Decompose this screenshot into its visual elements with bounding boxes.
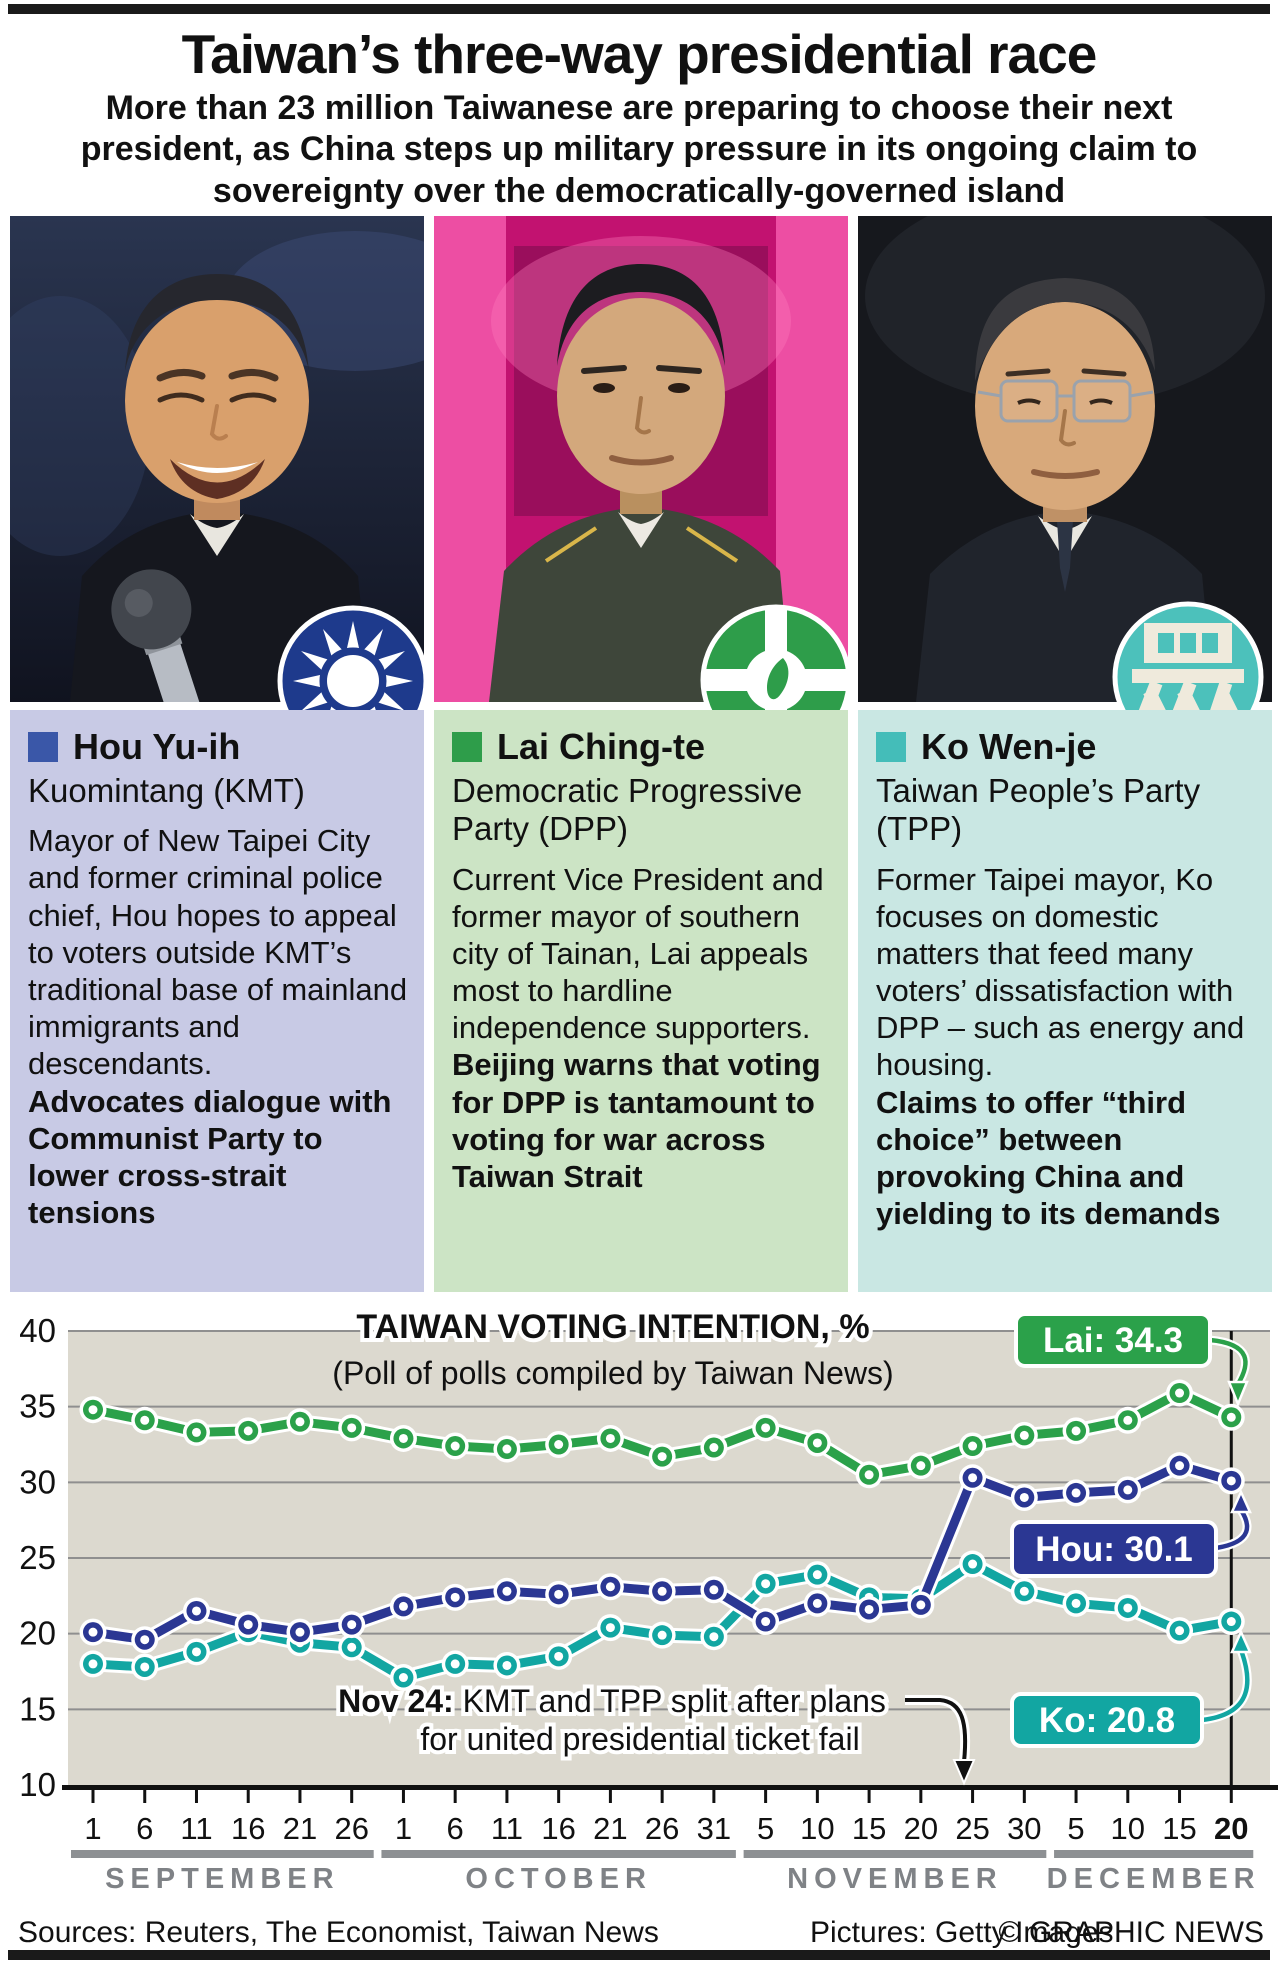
candidate-photo-lai [434, 216, 848, 702]
svg-text:Hou: 30.1: Hou: 30.1 [1035, 1530, 1193, 1569]
y-axis-label: 35 [19, 1388, 56, 1425]
svg-text:Lai: 34.3: Lai: 34.3 [1043, 1321, 1183, 1360]
sources-credit: Sources: Reuters, The Economist, Taiwan … [18, 1916, 659, 1949]
bottom-rule-bar [8, 1950, 1270, 1960]
month-bar [71, 1850, 374, 1858]
x-tick-label: 10 [800, 1811, 834, 1846]
party-color-swatch-dpp [452, 732, 482, 762]
series-label-lai [1014, 1312, 1250, 1408]
candidate-photo-hou [10, 216, 424, 702]
x-tick-label: 10 [1111, 1811, 1145, 1846]
y-axis-label: 30 [19, 1463, 56, 1500]
x-tick-label: 15 [852, 1811, 886, 1846]
y-axis-label: 25 [19, 1539, 56, 1576]
candidate-name: Ko Wen-je [921, 726, 1097, 767]
x-tick-label: 21 [283, 1811, 317, 1846]
x-tick-label: 6 [447, 1811, 464, 1846]
y-axis-label: 20 [19, 1615, 56, 1652]
x-tick-label: 11 [491, 1811, 523, 1846]
candidate-emphasis: Claims to offer “third choice” between p… [876, 1084, 1221, 1232]
candidate-description: Current Vice President and former mayor … [452, 861, 824, 1046]
x-tick-label: 20 [1214, 1811, 1248, 1846]
series-label-hou [1010, 1488, 1252, 1578]
x-tick-label: 26 [645, 1811, 679, 1846]
candidate-emphasis: Advocates dialogue with Communist Party … [28, 1083, 392, 1231]
annotation-arrow [905, 1698, 968, 1763]
x-tick-label: 21 [593, 1811, 627, 1846]
x-tick-label: 25 [955, 1811, 989, 1846]
candidate-panel-lai: Lai Ching-te Democratic Progressive Part… [434, 710, 848, 1292]
x-tick-label: 5 [1067, 1811, 1084, 1846]
x-tick-label: 16 [231, 1811, 265, 1846]
hou-portrait-art [10, 216, 424, 702]
x-tick-label: 31 [697, 1811, 731, 1846]
candidate-party: Taiwan People’s Party (TPP) [876, 772, 1201, 848]
svg-text:Ko: 20.8: Ko: 20.8 [1039, 1701, 1175, 1740]
x-tick-label: 11 [180, 1811, 212, 1846]
microphone-icon [111, 569, 205, 702]
page-subtitle: More than 23 million Taiwanese are prepa… [80, 89, 1198, 210]
page-title: Taiwan’s three-way presidential race [181, 23, 1098, 85]
candidate-description: Former Taipei mayor, Ko focuses on domes… [876, 861, 1245, 1083]
x-tick-label: 30 [1007, 1811, 1041, 1846]
y-axis-label: 10 [19, 1766, 56, 1803]
series-lai [79, 1379, 1245, 1489]
month-label: SEPTEMBER [105, 1863, 339, 1895]
chart-title: TAIWAN VOTING INTENTION, % [356, 1308, 869, 1346]
y-axis-label: 15 [19, 1690, 56, 1727]
annotation-line2: for united presidential ticket fail [420, 1721, 859, 1757]
graphic-news-credit: © GRAPHIC NEWS [998, 1916, 1264, 1949]
x-tick-label: 15 [1162, 1811, 1196, 1846]
month-bar [743, 1850, 1047, 1858]
candidate-name: Hou Yu-ih [73, 726, 241, 767]
pictures-credit: Pictures: Getty Images [810, 1916, 1114, 1949]
series-label-ko [1010, 1628, 1252, 1748]
party-color-swatch-tpp [876, 732, 906, 762]
month-label: DECEMBER [1047, 1863, 1261, 1895]
x-tick-label: 6 [136, 1811, 153, 1846]
x-tick-label: 5 [757, 1811, 774, 1846]
month-label: NOVEMBER [787, 1863, 1003, 1895]
chart-subtitle: (Poll of polls compiled by Taiwan News) [332, 1355, 893, 1391]
x-tick-label: 1 [84, 1811, 101, 1846]
candidate-party: Democratic Progressive Party (DPP) [452, 772, 803, 848]
candidate-description: Mayor of New Taipei City and former crim… [28, 823, 408, 1082]
month-bar [381, 1850, 736, 1858]
y-axis-label: 40 [19, 1312, 56, 1349]
candidate-party: Kuomintang (KMT) [28, 772, 305, 809]
candidate-panel-ko: Ko Wen-je Taiwan People’s Party (TPP) Fo… [858, 710, 1272, 1292]
month-label: OCTOBER [465, 1863, 651, 1895]
series-hou [79, 1452, 1245, 1654]
month-bar [1054, 1850, 1254, 1858]
lai-portrait-art [434, 216, 848, 702]
candidate-name: Lai Ching-te [497, 726, 705, 767]
top-rule-bar [8, 4, 1270, 14]
x-tick-label: 20 [904, 1811, 938, 1846]
candidate-panel-hou: Hou Yu-ih Kuomintang (KMT) Mayor of New … [10, 710, 424, 1292]
x-axis-line [62, 1785, 1278, 1790]
x-tick-label: 26 [334, 1811, 368, 1846]
x-tick-label: 16 [541, 1811, 575, 1846]
party-color-swatch-kmt [28, 732, 58, 762]
x-tick-label: 1 [395, 1811, 412, 1846]
candidate-emphasis: Beijing warns that voting for DPP is tan… [452, 1047, 821, 1195]
annotation-line1: Nov 24: KMT and TPP split after plans [338, 1683, 886, 1719]
